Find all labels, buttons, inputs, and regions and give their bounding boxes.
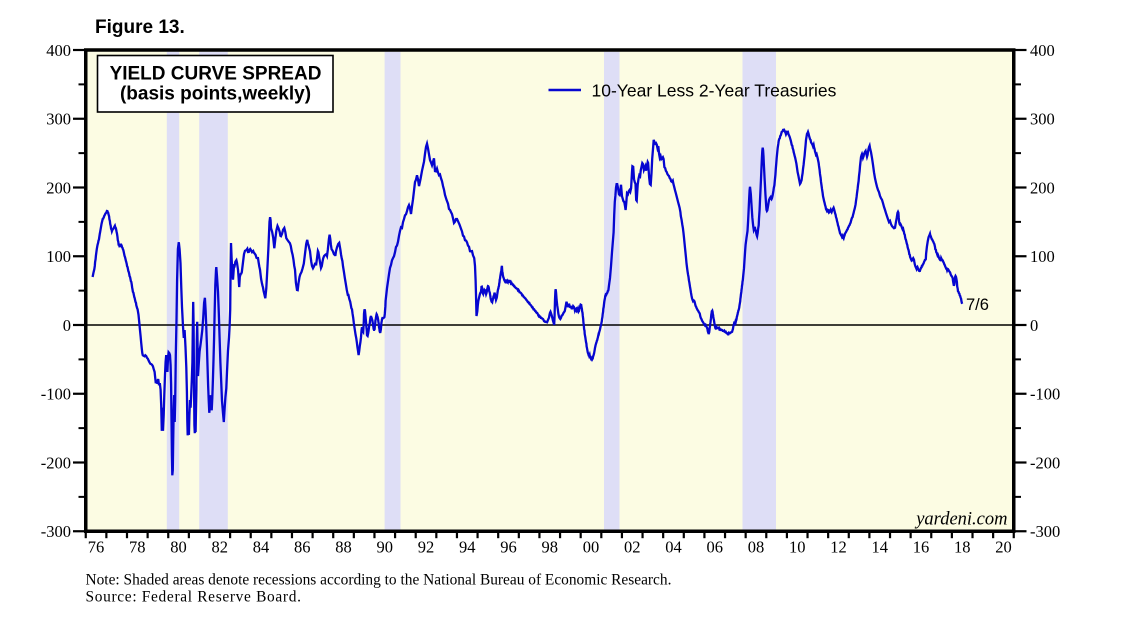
svg-text:04: 04	[665, 538, 682, 557]
svg-text:400: 400	[1030, 41, 1055, 60]
svg-text:200: 200	[46, 178, 71, 197]
svg-text:-200: -200	[1030, 453, 1060, 472]
svg-text:98: 98	[542, 538, 559, 557]
svg-text:-100: -100	[1030, 385, 1060, 404]
svg-text:-100: -100	[41, 385, 71, 404]
svg-text:10-Year Less 2-Year Treasuries: 10-Year Less 2-Year Treasuries	[592, 81, 837, 101]
svg-text:80: 80	[170, 538, 187, 557]
svg-text:08: 08	[748, 538, 765, 557]
svg-text:10: 10	[789, 538, 806, 557]
svg-text:Figure 13.: Figure 13.	[95, 17, 185, 38]
svg-text:0: 0	[1030, 316, 1038, 335]
svg-text:200: 200	[1030, 178, 1055, 197]
svg-text:92: 92	[418, 538, 435, 557]
svg-text:-200: -200	[41, 453, 71, 472]
svg-text:82: 82	[212, 538, 229, 557]
svg-text:94: 94	[459, 538, 476, 557]
svg-text:00: 00	[583, 538, 600, 557]
svg-text:96: 96	[500, 538, 517, 557]
svg-text:-300: -300	[1030, 522, 1060, 541]
svg-text:Source: Federal Reserve Board.: Source: Federal Reserve Board.	[86, 589, 302, 606]
svg-text:7/6: 7/6	[966, 296, 989, 314]
svg-text:88: 88	[335, 538, 352, 557]
svg-text:YIELD CURVE SPREAD: YIELD CURVE SPREAD	[110, 64, 322, 85]
svg-text:78: 78	[129, 538, 146, 557]
svg-text:100: 100	[1030, 247, 1055, 266]
svg-text:02: 02	[624, 538, 641, 557]
svg-text:-300: -300	[41, 522, 71, 541]
svg-text:(basis points,weekly): (basis points,weekly)	[120, 84, 311, 105]
svg-text:18: 18	[954, 538, 971, 557]
svg-text:100: 100	[46, 247, 71, 266]
svg-text:76: 76	[88, 538, 105, 557]
svg-text:86: 86	[294, 538, 311, 557]
svg-text:12: 12	[830, 538, 847, 557]
svg-text:84: 84	[253, 538, 270, 557]
svg-text:300: 300	[1030, 110, 1055, 129]
svg-text:0: 0	[63, 316, 71, 335]
svg-text:90: 90	[377, 538, 394, 557]
svg-text:400: 400	[46, 41, 71, 60]
svg-text:14: 14	[871, 538, 888, 557]
svg-text:yardeni.com: yardeni.com	[914, 510, 1007, 530]
svg-text:300: 300	[46, 110, 71, 129]
svg-text:16: 16	[913, 538, 930, 557]
svg-text:20: 20	[995, 538, 1012, 557]
svg-text:Note: Shaded areas denote rece: Note: Shaded areas denote recessions acc…	[86, 572, 672, 589]
svg-text:06: 06	[706, 538, 723, 557]
